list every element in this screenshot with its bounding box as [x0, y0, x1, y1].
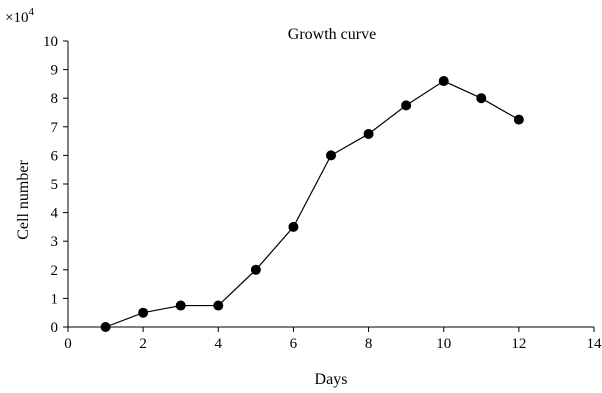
- data-point: [250, 264, 261, 275]
- x-tick-label: 6: [290, 336, 298, 352]
- y-tick-label: 6: [51, 148, 59, 164]
- y-axis-title: Cell number: [15, 160, 32, 240]
- data-point: [326, 150, 336, 161]
- x-tick-label: 14: [587, 336, 602, 352]
- data-point: [438, 76, 449, 87]
- x-tick-label: 4: [215, 336, 223, 352]
- data-point: [213, 300, 224, 311]
- y-tick-label: 0: [51, 320, 59, 336]
- x-tick-label: 8: [365, 336, 373, 352]
- x-tick-label: 10: [436, 336, 451, 352]
- data-point: [100, 322, 111, 332]
- x-tick-label: 2: [139, 336, 147, 352]
- y-multiplier-exponent: 4: [28, 6, 34, 18]
- y-tick-label: 4: [51, 206, 59, 222]
- x-axis-title: Days: [315, 371, 348, 388]
- data-point: [513, 114, 524, 125]
- data-point: [175, 300, 186, 311]
- data-point: [363, 128, 374, 139]
- y-tick-label: 2: [51, 263, 59, 279]
- y-tick-label: 3: [51, 234, 59, 250]
- x-tick-label: 0: [64, 336, 72, 352]
- y-tick-label: 1: [51, 291, 59, 307]
- data-point: [476, 93, 487, 104]
- series-line: [105, 80, 520, 328]
- axes: [67, 41, 594, 328]
- chart-title: Growth curve: [288, 26, 376, 43]
- y-tick-label: 10: [43, 34, 58, 50]
- y-tick-label: 9: [51, 63, 59, 79]
- y-axis-multiplier: ×104: [5, 6, 34, 26]
- y-tick-label: 8: [51, 91, 59, 107]
- y-tick-label: 5: [51, 177, 59, 193]
- data-point: [138, 307, 149, 318]
- y-tick-label: 7: [51, 120, 59, 136]
- y-multiplier-base: ×10: [5, 10, 28, 26]
- data-point: [288, 221, 299, 232]
- x-tick-label: 12: [511, 336, 526, 352]
- data-series: [100, 76, 524, 332]
- data-point: [401, 100, 412, 111]
